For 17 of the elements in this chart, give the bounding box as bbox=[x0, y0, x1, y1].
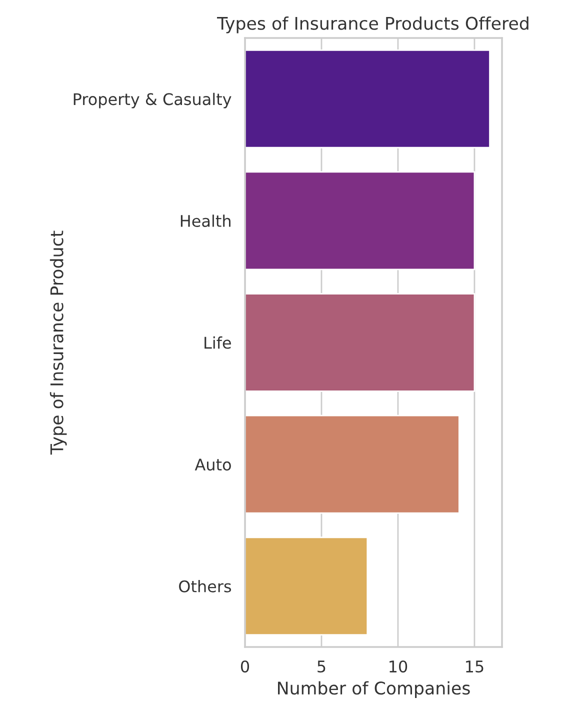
x-tick-label: 5 bbox=[318, 660, 326, 673]
x-tick-label: 10 bbox=[390, 660, 408, 673]
x-tick-label: 15 bbox=[466, 660, 484, 673]
chart-title: Types of Insurance Products Offered bbox=[217, 16, 528, 34]
bar bbox=[245, 414, 460, 514]
y-axis-title: Type of Insurance Product bbox=[50, 230, 67, 455]
bar bbox=[245, 171, 476, 270]
y-tick-label: Health bbox=[180, 214, 230, 227]
y-tick-label: Property & Casualty bbox=[74, 92, 232, 108]
bar bbox=[245, 293, 476, 392]
y-tick-label: Others bbox=[179, 580, 232, 592]
bar bbox=[245, 536, 368, 636]
y-tick-label: Auto bbox=[194, 458, 231, 471]
x-axis-title: Number of Companies bbox=[278, 681, 470, 698]
y-tick-label: Life bbox=[204, 336, 231, 349]
bar bbox=[245, 49, 490, 148]
x-tick-label: 0 bbox=[240, 660, 250, 673]
